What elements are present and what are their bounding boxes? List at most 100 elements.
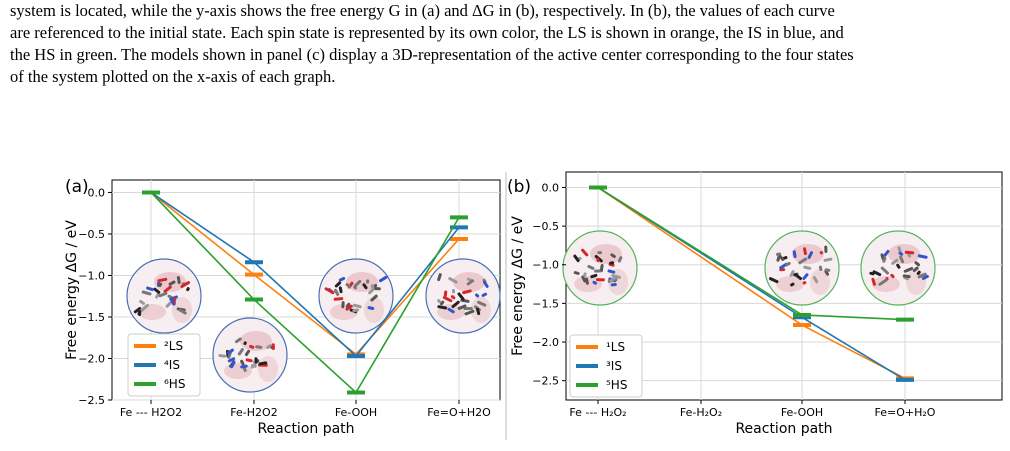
legend-box [127,333,201,397]
y-tick-label: −2.5 [532,375,559,388]
y-tick-label: −0.5 [532,220,559,233]
x-axis-label: Reaction path [257,421,354,437]
molecule-bond [803,265,812,270]
molecule-bond [769,277,779,284]
molecule-bond [437,299,441,304]
molecule-bond [352,303,362,309]
legend-box [569,334,643,398]
molecule-disk [126,258,202,334]
protein-blob [906,269,926,295]
legend-entry-ls: ¹LS [606,340,625,354]
molecule-bond [442,296,453,303]
molecule-bond [798,257,808,265]
molecule-disk [425,258,501,334]
y-tick-label: 0.0 [542,181,560,194]
molecule-bond [451,300,460,309]
molecule-bond [475,293,480,298]
legend: ¹LS ³IS ⁵HS [569,334,643,398]
x-tick-label: Fe-OOH [781,406,823,419]
molecule-bond [590,273,598,279]
molecule-bond [903,267,914,273]
figure-caption: system is located, while the y-axis show… [10,0,1002,88]
molecule-bond [878,278,888,286]
molecule-bond [785,261,791,267]
protein-blob [872,276,900,292]
molecule-bond [437,273,442,282]
molecule-bond [897,246,902,254]
molecule-bond [457,292,465,301]
panel-label: (a) [65,177,89,197]
y-tick-label: −1.0 [78,269,105,282]
molecule-bond [334,281,342,288]
molecule-bond [324,287,335,294]
molecule-bond [617,256,623,263]
molecule-bond [917,272,927,279]
molecule-bond [249,344,255,349]
panel-label: (b) [507,177,531,197]
molecule-bond [794,273,803,281]
molecule-bond [368,287,376,295]
molecule-bond [581,248,589,257]
caption-line-3: the HS in green. The models shown in pan… [10,45,854,64]
molecule-bond [466,279,475,286]
molecule-bond [133,307,142,314]
molecule-bond [807,251,814,259]
molecule-bond [573,254,580,263]
protein-blob [138,304,166,320]
molecule-bond [882,256,887,263]
molecule-bond [883,249,890,257]
molecule-bond [462,289,472,295]
molecule-bond [914,261,921,267]
molecule-bond [896,263,901,269]
molecule-bond [163,285,172,293]
molecule-bond [812,276,819,284]
molecule-bond [244,349,251,356]
caption-line-2: are referenced to the initial state. Eac… [10,23,844,42]
molecule-bond [776,255,781,262]
molecule-bond [790,282,795,287]
molecule-bond [334,288,340,296]
protein-blob [364,297,384,323]
y-tick-label: −2.5 [78,394,105,407]
molecule-bond [824,269,830,276]
series-line-hs [150,191,460,394]
molecule-bond [902,274,911,279]
molecule-bond [352,308,360,313]
series-line-ls [150,191,460,356]
molecule-bond [180,281,191,288]
chart-panel-b: 0.0 −0.5 −1.0 −1.5 −2.0 −2.5 Fe --- H₂O₂ Fe-H₂O… [507,171,1003,437]
x-tick-label: Fe --- H₂O₂ [569,406,626,419]
protein-blob [240,331,272,351]
molecule-bond [482,280,489,288]
protein-blob [258,356,278,382]
molecule-bond [345,283,352,289]
molecule-bond [158,282,163,288]
molecule-model-image [860,230,936,306]
molecule-bond [448,277,458,284]
molecule-bond [912,266,919,272]
molecule-bond [890,273,895,279]
molecule-bond [338,276,346,282]
molecule-bond [240,359,245,366]
y-tick-label: −2.0 [532,336,559,349]
molecule-bond [581,275,587,283]
molecule-model-image [425,258,501,334]
molecule-model-image [126,258,202,334]
y-axis-label: Free energy ΔG / eV [510,216,526,356]
x-tick-label: Fe=O+H₂O [875,406,936,419]
molecule-bond [165,300,173,308]
molecule-disk [318,258,394,334]
protein-blob [471,297,491,323]
protein-blob [776,276,804,292]
molecule-bond [871,277,876,286]
y-tick-label: −0.5 [78,228,105,241]
legend-entry-is: ³IS [606,359,622,373]
legend: ²LS ⁴IS ⁶HS [127,333,201,397]
molecule-bond [155,292,160,299]
molecule-bond [258,361,268,366]
molecule-bond [803,247,807,256]
molecule-bond [899,255,905,264]
legend-entry-hs: ⁶HS [164,377,185,391]
molecule-bond [218,354,227,358]
molecule-bond [146,286,154,292]
